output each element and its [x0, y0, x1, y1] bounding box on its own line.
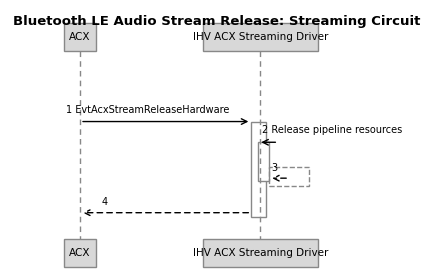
- Text: Bluetooth LE Audio Stream Release: Streaming Circuit: Bluetooth LE Audio Stream Release: Strea…: [13, 15, 421, 28]
- Bar: [64, 23, 96, 51]
- Bar: [269, 167, 309, 186]
- Text: 4: 4: [102, 197, 108, 207]
- Bar: [251, 122, 266, 217]
- Bar: [203, 23, 318, 51]
- Text: IHV ACX Streaming Driver: IHV ACX Streaming Driver: [193, 32, 328, 42]
- Text: 3: 3: [271, 163, 277, 173]
- Text: IHV ACX Streaming Driver: IHV ACX Streaming Driver: [193, 248, 328, 258]
- Text: 2 Release pipeline resources: 2 Release pipeline resources: [262, 125, 402, 135]
- Bar: [64, 239, 96, 266]
- Text: ACX: ACX: [69, 248, 91, 258]
- Text: ACX: ACX: [69, 32, 91, 42]
- Bar: [203, 239, 318, 266]
- Text: 1 EvtAcxStreamReleaseHardware: 1 EvtAcxStreamReleaseHardware: [66, 105, 229, 115]
- Bar: [258, 142, 269, 181]
